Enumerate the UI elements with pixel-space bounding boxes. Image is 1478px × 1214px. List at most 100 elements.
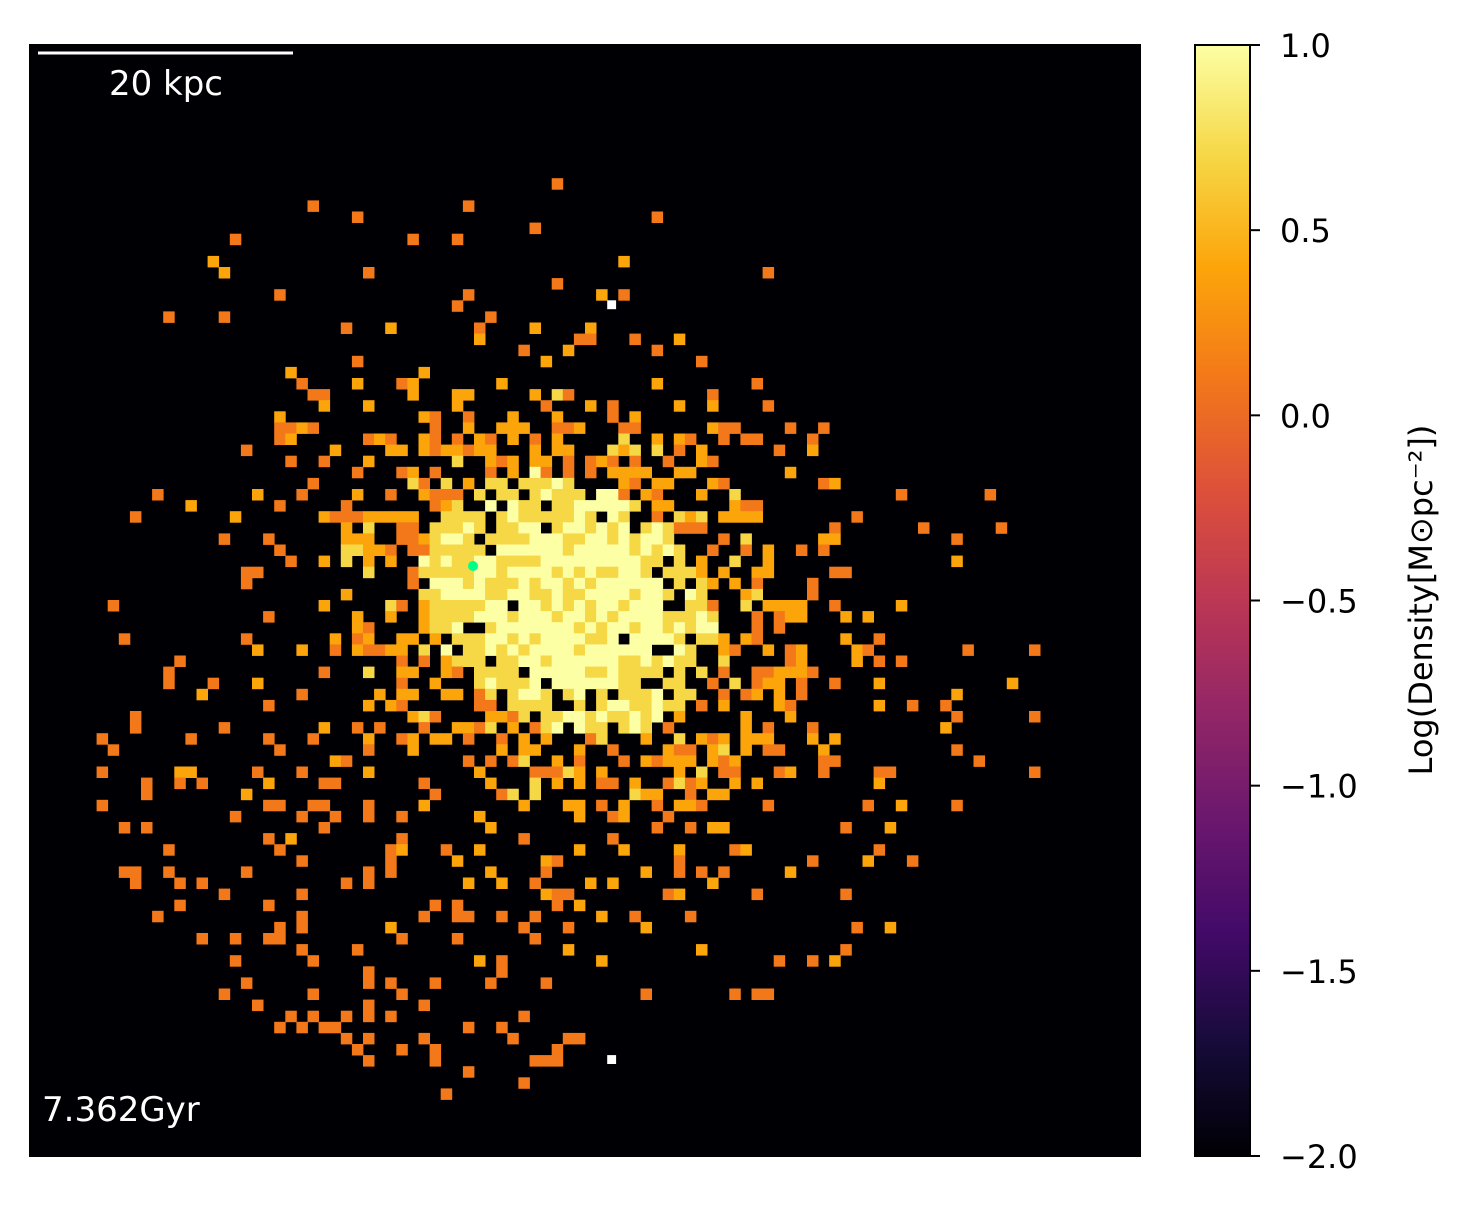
density-pixel <box>718 644 730 656</box>
density-pixel <box>129 511 142 523</box>
density-pixel <box>562 944 575 956</box>
density-pixel <box>762 267 775 279</box>
density-pixel <box>562 644 575 656</box>
density-pixel <box>773 677 786 690</box>
density-pixel <box>618 444 630 457</box>
density-pixel <box>562 455 575 468</box>
density-pixel <box>662 699 675 712</box>
density-pixel <box>851 644 863 656</box>
density-pixel <box>507 566 519 579</box>
density-pixel <box>562 711 575 723</box>
density-pixel <box>429 600 442 612</box>
density-pixel <box>673 755 686 767</box>
density-pixel <box>152 489 164 501</box>
density-pixel <box>518 755 530 767</box>
density-pixel <box>696 600 708 612</box>
density-pixel <box>318 511 331 523</box>
density-pixel <box>462 644 475 656</box>
density-pixel <box>529 777 541 790</box>
density-pixel <box>429 433 442 445</box>
density-pixel <box>529 522 541 534</box>
density-pixel <box>684 644 697 656</box>
density-pixel <box>496 666 508 679</box>
density-pixel <box>995 522 1008 534</box>
density-pixel <box>263 699 275 712</box>
density-pixel <box>585 677 597 690</box>
density-pixel <box>385 977 397 989</box>
density-pixel <box>496 544 508 556</box>
density-pixel <box>807 444 819 457</box>
density-pixel <box>640 544 652 556</box>
density-pixel <box>296 688 308 701</box>
density-pixel <box>96 733 109 745</box>
density-pixel <box>618 810 630 823</box>
density-pixel <box>385 699 397 712</box>
density-pixel <box>906 855 919 867</box>
density-pixel <box>562 511 575 523</box>
density-pixel <box>529 666 541 679</box>
density-pixel <box>795 666 808 679</box>
density-pixel <box>729 577 741 590</box>
density-pixel <box>496 455 508 468</box>
density-pixel <box>407 711 419 723</box>
density-pixel <box>629 722 641 734</box>
density-pixel <box>573 644 586 656</box>
density-pixel <box>229 810 242 823</box>
density-pixel <box>296 378 308 390</box>
density-pixel <box>363 1055 375 1067</box>
density-pixel <box>340 533 353 545</box>
density-pixel <box>529 533 541 545</box>
density-pixel <box>385 921 397 934</box>
density-pixel <box>429 677 442 690</box>
density-pixel <box>662 455 675 468</box>
density-pixel <box>107 600 120 612</box>
density-pixel <box>640 577 652 590</box>
density-pixel <box>529 633 541 645</box>
density-pixel <box>329 1021 342 1034</box>
density-pixel <box>784 600 797 612</box>
density-pixel <box>429 444 442 457</box>
density-pixel <box>396 655 408 667</box>
density-pixel <box>485 644 497 656</box>
density-pixel <box>374 433 386 445</box>
density-pixel <box>418 655 430 667</box>
density-pixel <box>618 711 630 723</box>
density-pixel <box>562 921 575 934</box>
density-pixel <box>651 344 664 357</box>
density-pixel <box>474 522 486 534</box>
density-pixel <box>696 455 708 468</box>
density-pixel <box>673 744 686 756</box>
density-pixel <box>174 766 186 778</box>
density-pixel <box>462 544 475 556</box>
density-pixel <box>240 577 253 590</box>
density-pixel <box>429 522 442 534</box>
density-pixel <box>440 566 453 579</box>
density-pixel <box>518 588 530 601</box>
density-pixel <box>629 777 641 790</box>
density-pixel <box>396 522 408 534</box>
density-pixel <box>318 1021 331 1034</box>
density-pixel <box>396 511 408 523</box>
density-pixel <box>529 577 541 590</box>
density-pixel <box>873 699 886 712</box>
density-pixel <box>429 577 442 590</box>
density-pixel <box>573 722 586 734</box>
density-pixel <box>562 489 575 501</box>
density-pixel <box>640 711 652 723</box>
density-pixel <box>485 666 497 679</box>
density-pixel <box>585 722 597 734</box>
density-pixel <box>629 477 641 490</box>
density-pixel <box>340 322 353 334</box>
density-pixel <box>407 544 419 556</box>
density-pixel <box>751 633 763 645</box>
density-pixel <box>673 844 686 856</box>
density-pixel <box>451 544 464 556</box>
density-pixel <box>518 533 530 545</box>
density-pixel <box>773 744 786 756</box>
density-pixel <box>562 888 575 901</box>
density-pixel <box>218 311 231 323</box>
density-pixel <box>618 522 630 534</box>
density-pixel <box>540 489 553 501</box>
density-pixel <box>396 733 408 745</box>
density-pixel <box>673 666 686 679</box>
